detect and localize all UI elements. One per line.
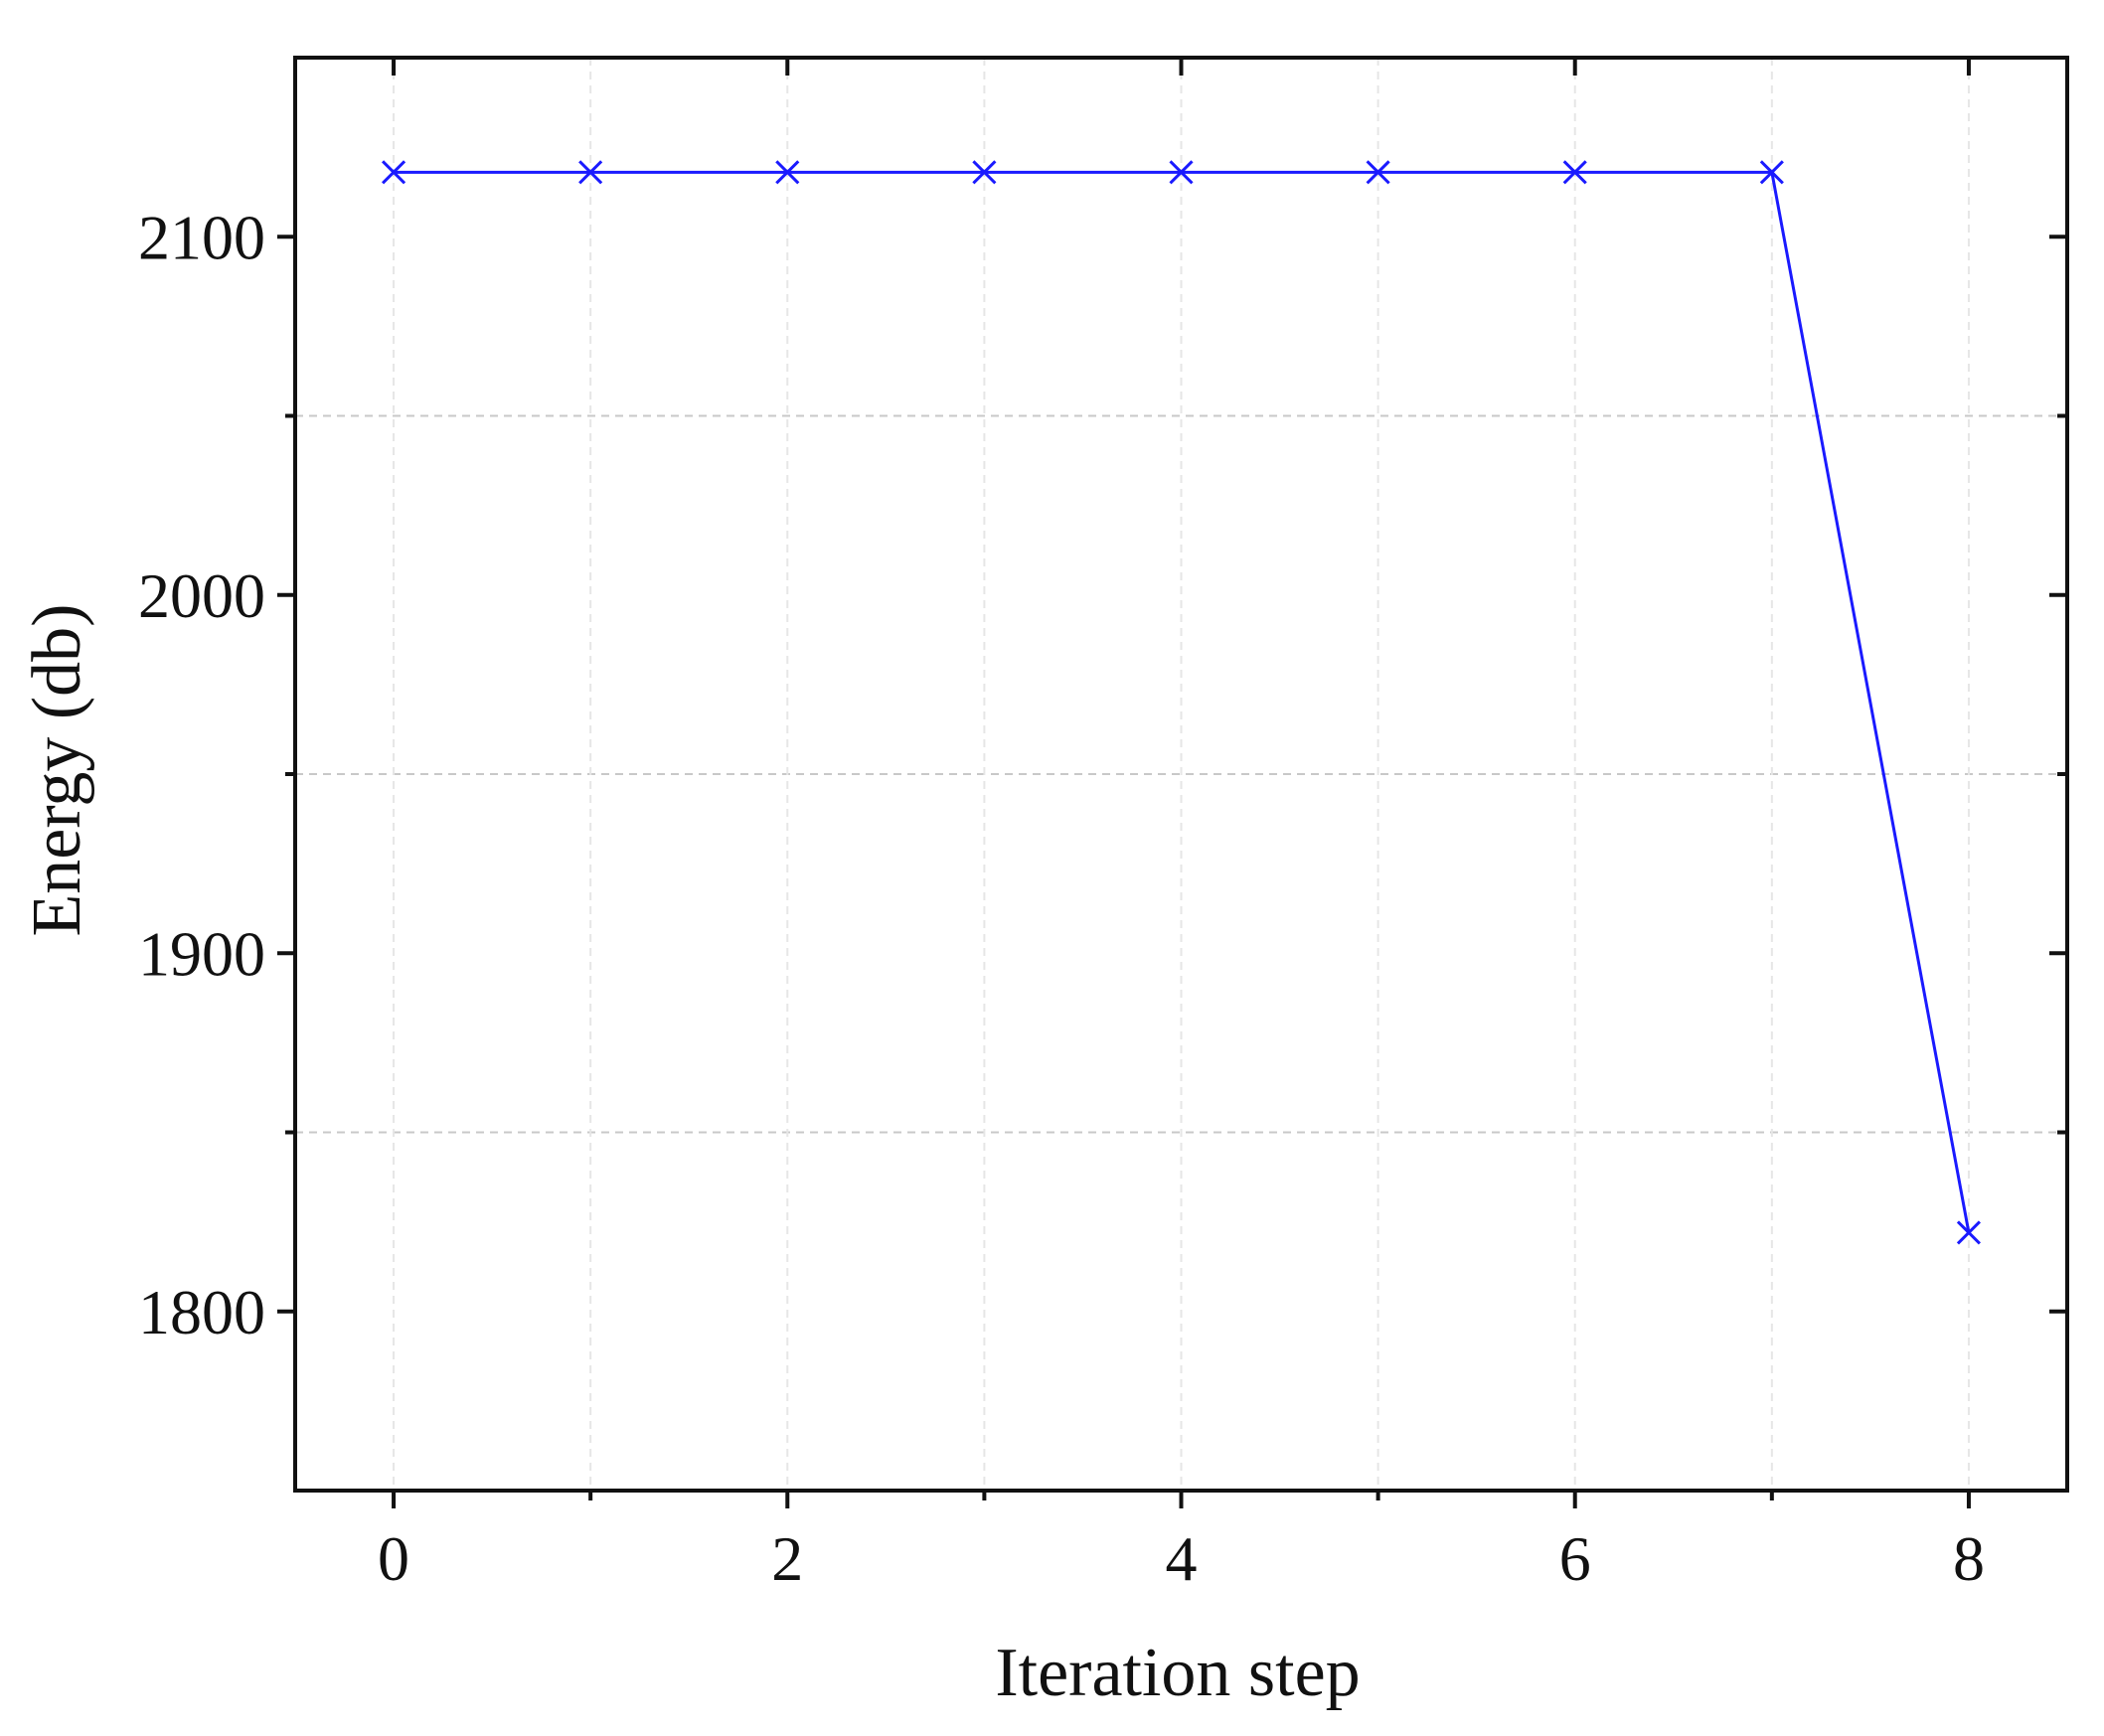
tick-labels: 0 2 4 6 8 1800 1900 2000 2100: [138, 202, 1985, 1594]
data-point-marker: [1956, 1220, 1982, 1245]
data-point-marker: [1366, 160, 1390, 185]
x-tick-label: 8: [1953, 1523, 1985, 1594]
y-axis-title: Energy (db): [19, 604, 95, 937]
marker-stroke: [1562, 160, 1587, 185]
marker-stroke: [972, 160, 997, 185]
marker-stroke: [1956, 1220, 1982, 1245]
data-point-marker: [1562, 160, 1587, 185]
x-axis-title: Iteration step: [995, 1635, 1360, 1711]
x-tick-label: 0: [378, 1523, 409, 1594]
axes: [277, 56, 2069, 1508]
data-series: [381, 160, 1982, 1245]
data-point-marker: [775, 160, 800, 185]
data-point-marker: [972, 160, 997, 185]
marker-stroke: [578, 160, 603, 185]
x-tick-label: 6: [1559, 1523, 1591, 1594]
y-tick-label: 2000: [138, 560, 265, 631]
marker-stroke: [1169, 160, 1194, 185]
data-point-marker: [1169, 160, 1194, 185]
x-tick-label: 4: [1166, 1523, 1198, 1594]
marker-stroke: [775, 160, 800, 185]
x-tick-label: 2: [771, 1523, 803, 1594]
data-point-marker: [1759, 160, 1784, 185]
data-point-marker: [381, 160, 406, 185]
marker-stroke: [381, 160, 406, 185]
grid-lines: [295, 58, 2067, 1491]
y-tick-label: 1900: [138, 918, 265, 989]
data-point-marker: [578, 160, 603, 185]
marker-stroke: [1366, 160, 1390, 185]
y-tick-label: 2100: [138, 202, 265, 272]
y-tick-label: 1800: [138, 1277, 265, 1347]
marker-stroke: [1759, 160, 1784, 185]
